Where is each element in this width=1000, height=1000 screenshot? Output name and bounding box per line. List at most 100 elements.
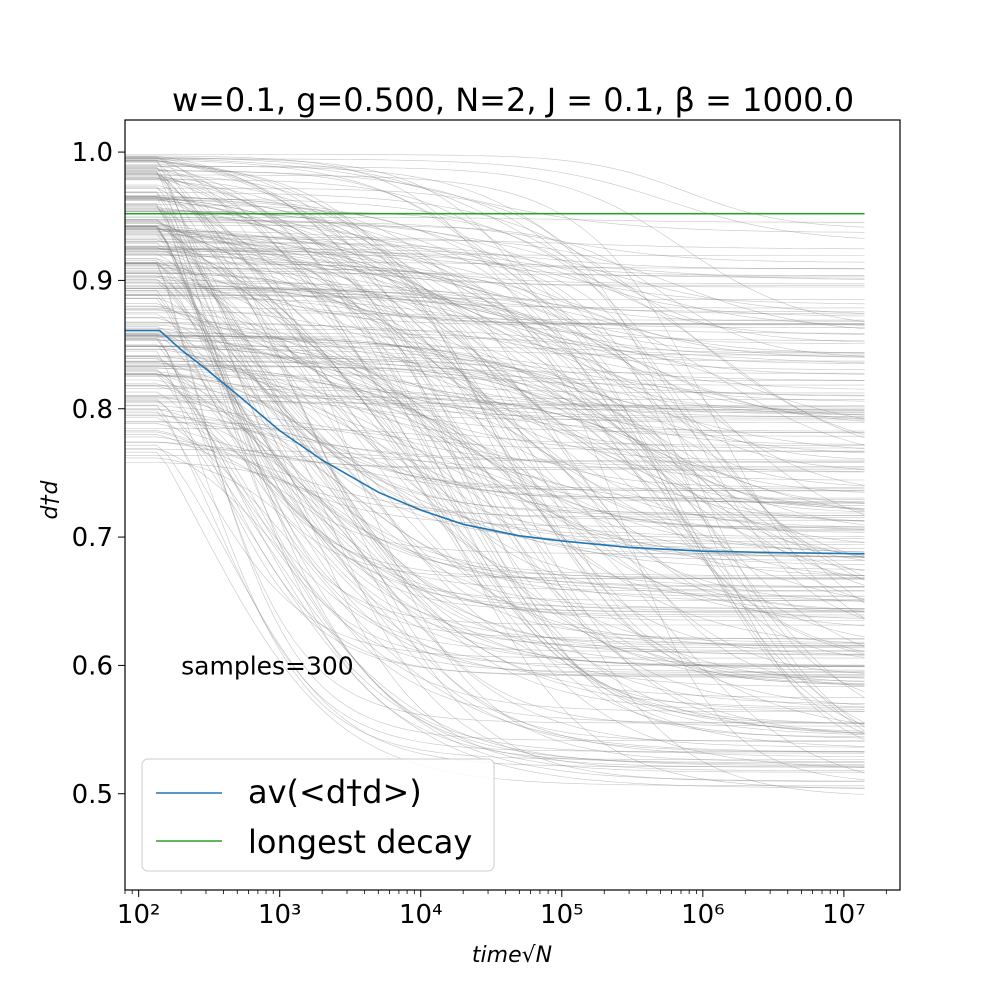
sample-curve (125, 210, 865, 335)
sample-curve (125, 187, 865, 413)
chart-title: w=0.1, g=0.500, N=2, J = 0.1, β = 1000.0 (172, 81, 854, 119)
sample-curve (125, 356, 865, 609)
x-tick-label: 10² (117, 900, 161, 930)
x-tick-label: 10⁷ (822, 900, 866, 930)
sample-curve (125, 222, 865, 400)
sample-curve (125, 355, 865, 686)
sample-curve (125, 430, 865, 521)
sample-curve (125, 216, 865, 509)
sample-curve (125, 345, 865, 468)
sample-curve (125, 204, 865, 375)
sample-curve (125, 388, 865, 512)
sample-curve (125, 346, 865, 737)
sample-curve (125, 365, 865, 725)
sample-curve (125, 415, 865, 502)
sample-curve (125, 258, 865, 773)
sample-curve (125, 226, 865, 409)
sample-curve (125, 254, 865, 402)
legend-label-average: av(<d†d>) (248, 773, 422, 811)
series-layer (125, 212, 865, 555)
sample-curve (125, 209, 865, 620)
sample-curve (125, 333, 865, 580)
sample-curve (125, 160, 865, 329)
sample-curve (125, 276, 865, 321)
sample-curve (125, 295, 865, 324)
sample-curve (125, 305, 865, 374)
sample-curve (125, 157, 865, 512)
sample-curve (125, 203, 865, 539)
sample-curve (125, 273, 865, 279)
sample-curve (125, 170, 865, 581)
sample-curve (125, 248, 865, 325)
sample-curve (125, 317, 865, 609)
sample-curve (125, 239, 865, 570)
sample-curve (125, 156, 865, 557)
sample-curve (125, 412, 865, 757)
sample-curve (125, 441, 865, 727)
sample-curve (125, 309, 865, 566)
sample-curve (125, 338, 865, 677)
sample-curve (125, 242, 865, 407)
sample-curve (125, 297, 865, 699)
sample-curve (125, 399, 865, 767)
legend-box (141, 758, 495, 872)
sample-curve (125, 200, 865, 528)
sample-curve (125, 428, 865, 674)
sample-curve (125, 404, 865, 752)
sample-curve (125, 370, 865, 768)
sample-curve (125, 303, 865, 712)
sample-curve (125, 253, 865, 619)
sample-curve (125, 328, 865, 422)
sample-curve (125, 228, 865, 269)
sample-curve (125, 417, 865, 753)
sample-curve (125, 172, 865, 433)
sample-curve (125, 362, 865, 644)
sample-curve (125, 154, 865, 228)
sample-curve (125, 221, 865, 263)
x-axis-label: time√N (472, 943, 552, 968)
sample-curve (125, 248, 865, 577)
sample-curve (125, 287, 865, 734)
sample-curve (125, 398, 865, 789)
sample-curve (125, 261, 865, 742)
sample-curve (125, 233, 865, 639)
sample-curve (125, 291, 865, 420)
sample-curve (125, 199, 865, 610)
sample-curve (125, 308, 865, 413)
y-tick-label: 0.7 (72, 523, 113, 553)
sample-curve (125, 278, 865, 545)
sample-curve (125, 233, 865, 556)
sample-curve (125, 271, 865, 648)
sample-curve (125, 226, 865, 554)
sample-curve (125, 441, 865, 500)
sample-curve (125, 339, 865, 647)
sample-curve (125, 158, 865, 239)
sample-curve (125, 186, 865, 652)
sample-curve (125, 230, 865, 276)
sample-curve (125, 262, 865, 280)
sample-curve (125, 360, 865, 561)
sample-curve (125, 262, 865, 492)
sample-curve (125, 177, 865, 683)
sample-curve (125, 211, 865, 724)
sample-curve (125, 288, 865, 728)
sample-curve (125, 371, 865, 687)
sample-curve (125, 246, 865, 684)
sample-curve (125, 398, 865, 612)
sample-curve (125, 350, 865, 760)
sample-curve (125, 421, 865, 558)
sample-curve (125, 405, 865, 452)
sample-curve (125, 248, 865, 270)
sample-curve (125, 167, 865, 591)
plot-frame (124, 119, 901, 891)
sample-curve (125, 177, 865, 407)
sample-curve (125, 272, 865, 461)
sample-curve (125, 366, 865, 510)
x-tick-label: 10⁴ (399, 900, 443, 930)
sample-curve (125, 346, 865, 364)
legend-label-longest-decay: longest decay (248, 823, 472, 861)
sample-curve (125, 348, 865, 643)
sample-curve (125, 367, 865, 553)
sample-curve (125, 263, 865, 446)
sample-curve (125, 454, 865, 600)
